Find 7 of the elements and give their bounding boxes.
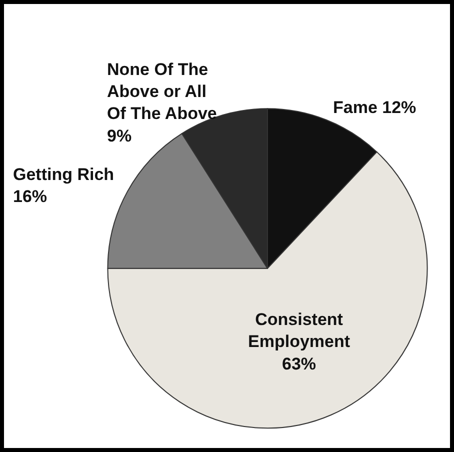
slice-label: None Of The Above or All Of The Above	[107, 60, 217, 124]
slice-label: Consistent Employment	[248, 310, 350, 352]
data-label: 16%	[13, 187, 48, 206]
data-label: 9%	[107, 126, 132, 146]
slice-label: Getting Rich	[13, 165, 114, 184]
data-label: 63%	[282, 354, 316, 374]
slice-label: Fame 12%	[333, 98, 416, 117]
